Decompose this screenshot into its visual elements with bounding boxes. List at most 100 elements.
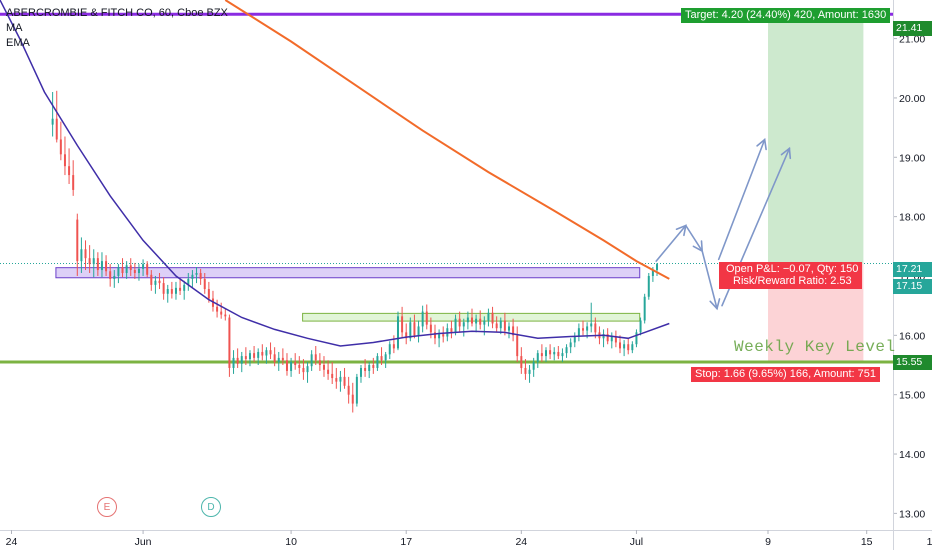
candle-body <box>232 357 235 368</box>
candle-body <box>438 334 441 339</box>
price-tag-last: 17.21 <box>893 262 932 277</box>
candle-body <box>63 154 66 167</box>
candle-body <box>109 271 112 279</box>
candle-body <box>417 326 420 336</box>
candle-body <box>294 362 297 366</box>
candle-body <box>347 385 350 395</box>
x-tick-label: Jun <box>135 536 152 548</box>
candle-body <box>59 139 62 155</box>
candle-body <box>384 354 387 361</box>
x-tick-label: 24 <box>6 536 18 548</box>
candle-body <box>483 320 486 325</box>
candle-body <box>72 175 75 190</box>
stop-label[interactable]: Stop: 1.66 (9.65%) 166, Amount: 751 <box>691 367 881 382</box>
candle-body <box>220 311 223 315</box>
candle-body <box>248 353 251 360</box>
candle-body <box>569 342 572 348</box>
candle-body <box>269 350 272 355</box>
candle-body <box>179 287 182 291</box>
candle-body <box>174 287 177 294</box>
candle-body <box>273 354 276 363</box>
candle-body <box>475 318 478 324</box>
candle-body <box>359 367 362 377</box>
candle-body <box>92 258 95 265</box>
x-tick-label: 15 <box>861 536 873 548</box>
candle-body <box>285 360 288 371</box>
candle-body <box>487 312 490 321</box>
ma-line <box>0 0 670 347</box>
dividend-event-icon[interactable]: D <box>201 497 221 517</box>
candle-body <box>51 118 54 125</box>
candle-body <box>318 360 321 366</box>
candle-body <box>257 351 260 358</box>
candle-body <box>170 289 173 294</box>
candle-body <box>581 328 584 331</box>
arrowhead <box>756 137 767 151</box>
risk-reward-label: Risk/Reward Ratio: 2.53 <box>733 275 852 287</box>
candle-body <box>491 312 494 324</box>
candle-body <box>302 367 305 373</box>
candle-body <box>322 365 325 370</box>
candle-body <box>96 258 99 271</box>
price-tag-purple-level: 21.41 <box>893 21 932 36</box>
candle-body <box>68 166 71 176</box>
candle-body <box>125 265 128 274</box>
candle-body <box>364 367 367 371</box>
candle-body <box>335 378 338 382</box>
candle-body <box>590 323 593 327</box>
candle-body <box>137 268 140 274</box>
candle-body <box>623 344 626 349</box>
candle-body <box>339 376 342 382</box>
ema-line <box>224 0 670 280</box>
projection-arrow <box>717 138 766 261</box>
candle-body <box>528 369 531 374</box>
arrowhead <box>675 224 687 237</box>
y-tick-label: 13.00 <box>899 508 925 520</box>
candle-body <box>88 258 91 265</box>
candle-body <box>199 273 202 279</box>
weekly-key-level-annotation[interactable]: Weekly Key Level <box>734 338 896 356</box>
candle-body <box>372 365 375 368</box>
x-tick-label: 10 <box>285 536 297 548</box>
candle-body <box>651 270 654 276</box>
candle-body <box>647 275 650 297</box>
candle-body <box>84 249 87 259</box>
candle-body <box>536 353 539 363</box>
open-pnl-label: Open P&L: −0.07, Qty: 150 <box>726 263 859 275</box>
candle-body <box>553 351 556 355</box>
candle-body <box>396 316 399 349</box>
candle-body <box>442 334 445 337</box>
price-tag-key-level: 15.55 <box>893 355 932 370</box>
candle-body <box>462 322 465 327</box>
candle-body <box>216 306 219 312</box>
arrowhead <box>780 146 792 160</box>
open-pnl-box[interactable]: Open P&L: −0.07, Qty: 150 Risk/Reward Ra… <box>719 262 863 289</box>
candle-body <box>565 347 568 354</box>
candle-body <box>380 356 383 361</box>
indicator-ema-label[interactable]: EMA <box>6 37 30 49</box>
candle-body <box>244 356 247 360</box>
earnings-event-icon[interactable]: E <box>97 497 117 517</box>
candle-body <box>507 326 510 331</box>
candle-body <box>310 354 313 367</box>
candle-body <box>549 350 552 355</box>
target-label[interactable]: Target: 4.20 (24.40%) 420, Amount: 1630 <box>681 8 891 23</box>
candle-body <box>433 332 436 339</box>
y-tick-label: 18.00 <box>899 212 925 224</box>
candle-body <box>121 267 124 274</box>
candle-body <box>635 332 638 345</box>
candle-body <box>76 219 79 262</box>
candle-body <box>454 318 457 333</box>
indicator-ma-label[interactable]: MA <box>6 22 23 34</box>
x-tick-label: 9 <box>765 536 771 548</box>
candle-body <box>55 118 58 140</box>
y-tick-label: 16.00 <box>899 330 925 342</box>
candle-body <box>479 318 482 325</box>
candle-body <box>80 249 83 262</box>
candle-body <box>355 376 358 404</box>
candle-body <box>631 344 634 351</box>
candle-body <box>495 323 498 329</box>
candle-body <box>639 320 642 333</box>
candle-body <box>224 314 227 317</box>
